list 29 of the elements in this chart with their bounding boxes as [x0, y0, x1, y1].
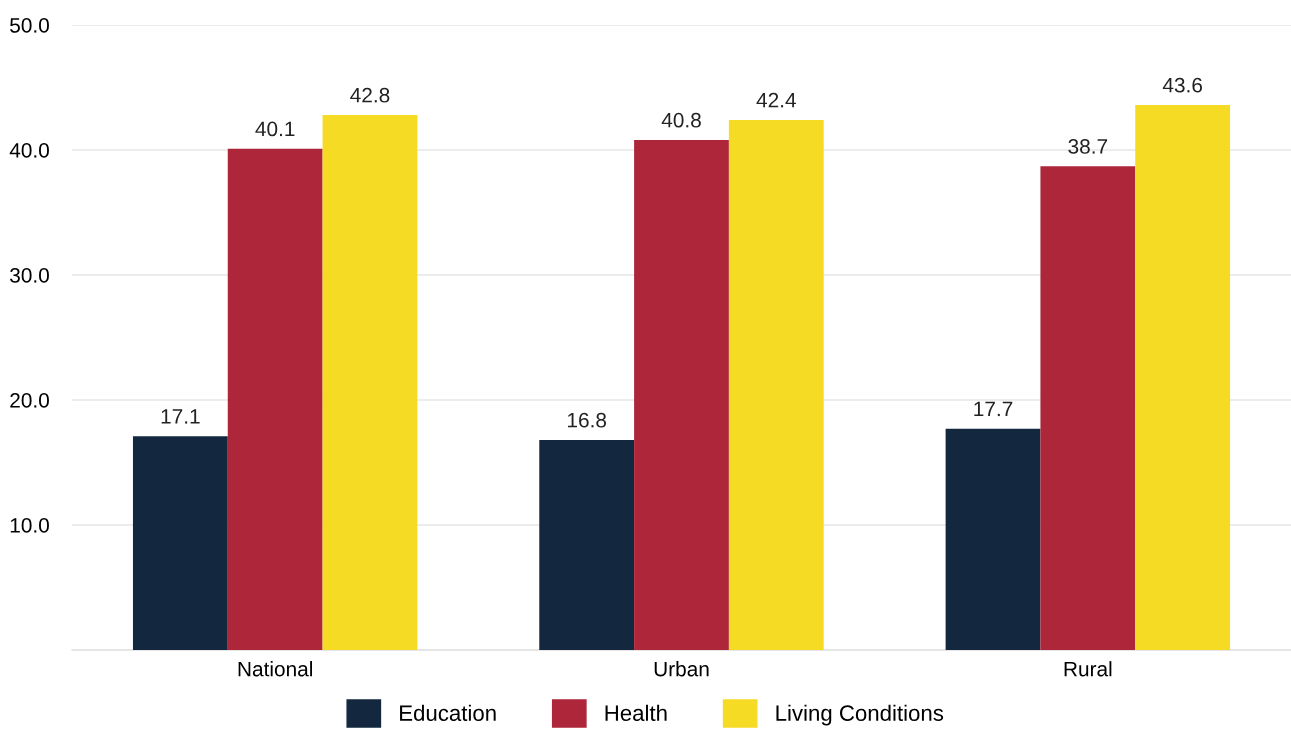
y-tick-label: 40.0 — [9, 143, 49, 158]
data-label: 42.4 — [756, 92, 796, 108]
data-label: 16.8 — [568, 412, 607, 428]
data-label: 17.1 — [161, 409, 200, 424]
x-tick-label: Urban — [654, 661, 709, 677]
data-label: 40.8 — [661, 112, 701, 128]
bar — [1135, 105, 1231, 650]
legend-label: Education — [400, 704, 496, 721]
data-label: 17.7 — [974, 401, 1013, 417]
data-label: 43.6 — [1162, 77, 1202, 93]
bar — [945, 428, 1041, 650]
x-tick-label: National — [238, 661, 312, 677]
data-label: 40.1 — [255, 121, 295, 137]
y-tick-label: 20.0 — [10, 393, 49, 408]
bar — [539, 440, 635, 650]
bar — [1040, 166, 1136, 650]
bar — [634, 140, 729, 650]
bar — [132, 436, 228, 650]
data-label: 38.7 — [1068, 139, 1108, 154]
bar — [227, 148, 323, 650]
y-tick-label: 10.0 — [10, 518, 49, 533]
legend-label: Living Conditions — [776, 704, 944, 726]
x-tick-label: Rural — [1064, 661, 1112, 677]
bar — [728, 120, 824, 650]
data-label: 42.8 — [350, 87, 390, 103]
legend-label: Health — [605, 704, 667, 721]
y-tick-label: 50.0 — [10, 18, 49, 33]
bar — [322, 115, 418, 650]
y-tick-label: 30.0 — [10, 268, 49, 283]
